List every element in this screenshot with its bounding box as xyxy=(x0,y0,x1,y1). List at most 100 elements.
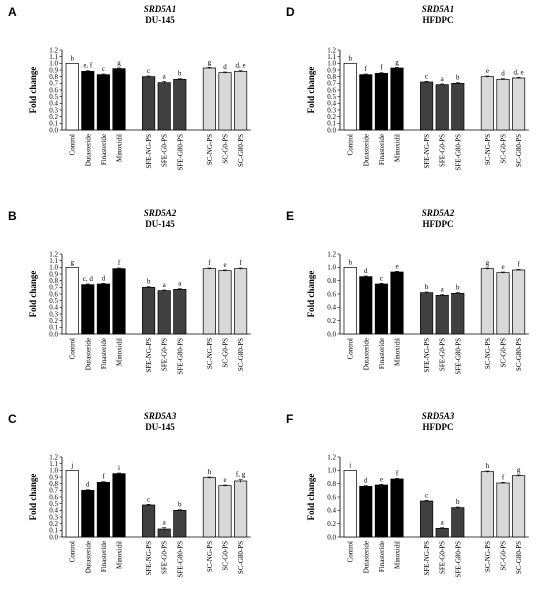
bar xyxy=(96,481,110,538)
bar xyxy=(65,266,79,335)
category-label: SFE-G0-PS xyxy=(161,541,169,574)
bar xyxy=(173,78,187,131)
bar xyxy=(390,67,404,131)
significance-label: c xyxy=(425,491,428,499)
y-tick-label: 0.5 xyxy=(49,297,58,305)
cell-line-title: DU-145 xyxy=(145,422,175,432)
category-label: Finasteride xyxy=(100,338,108,369)
category-label: SFE-G0-PS xyxy=(161,338,169,371)
gene-title: SRD5A1 xyxy=(144,4,177,14)
significance-label: h xyxy=(486,462,490,470)
category-label: SC-G80-PS xyxy=(237,541,245,574)
y-tick-label: 0.1 xyxy=(49,120,58,128)
y-tick-label: 0.2 xyxy=(327,520,336,528)
significance-label: a xyxy=(178,280,182,288)
cell-line-title: DU-145 xyxy=(145,219,175,229)
significance-label: b xyxy=(456,498,460,506)
y-tick-label: 0.0 xyxy=(327,330,336,338)
category-label: Dutasteride xyxy=(84,541,92,573)
bar xyxy=(112,68,126,131)
category-label: SFE-G80-PS xyxy=(454,134,462,171)
bar xyxy=(374,72,388,131)
significance-label: c xyxy=(102,65,105,73)
bar xyxy=(112,268,126,335)
bar xyxy=(142,286,156,335)
bar xyxy=(496,482,510,538)
category-label: Minoxidil xyxy=(116,134,124,162)
significance-label: a xyxy=(163,519,167,527)
y-tick-label: 0.6 xyxy=(327,290,336,298)
significance-label: d xyxy=(501,70,505,78)
y-tick-label: 0.4 xyxy=(49,507,58,515)
significance-label: c, d xyxy=(83,275,94,283)
category-label: Control xyxy=(69,541,77,562)
category-label: Dutasteride xyxy=(362,134,370,166)
gene-title: SRD5A3 xyxy=(422,411,455,421)
significance-label: a xyxy=(163,72,167,80)
category-label: SC-G0-PS xyxy=(500,541,508,571)
y-tick-label: 0.5 xyxy=(49,500,58,508)
y-tick-label: 0.3 xyxy=(49,310,58,318)
bar xyxy=(359,74,373,131)
category-label: SFE-G80-PS xyxy=(176,134,184,171)
significance-label: d xyxy=(102,274,106,282)
y-tick-label: 0.5 xyxy=(49,93,58,101)
category-label: SC-NG-PS xyxy=(206,338,214,369)
y-tick-label: 1.0 xyxy=(327,467,336,475)
significance-label: h xyxy=(208,468,212,476)
significance-label: b xyxy=(456,284,460,292)
bar xyxy=(81,284,95,335)
significance-label: c xyxy=(147,495,150,503)
y-tick-label: 0.6 xyxy=(327,86,336,94)
y-tick-label: 0.9 xyxy=(49,66,58,74)
y-tick-label: 0.8 xyxy=(327,73,336,81)
bar xyxy=(390,478,404,538)
bar xyxy=(218,72,232,131)
y-tick-label: 0.7 xyxy=(49,487,58,495)
bar xyxy=(234,480,248,538)
y-tick-label: 0.8 xyxy=(49,277,58,285)
bar xyxy=(234,268,248,335)
y-tick-label: 0.8 xyxy=(327,480,336,488)
significance-label: b xyxy=(178,501,182,509)
bar xyxy=(173,288,187,335)
y-tick-label: 0.4 xyxy=(49,304,58,312)
y-tick-label: 1.1 xyxy=(49,53,58,61)
bar xyxy=(202,67,216,131)
bar xyxy=(142,76,156,131)
y-tick-label: 0.1 xyxy=(49,324,58,332)
category-label: Minoxidil xyxy=(394,541,402,569)
significance-label: e xyxy=(223,476,226,484)
category-label: Minoxidil xyxy=(394,338,402,366)
significance-label: f, g xyxy=(236,471,246,479)
y-tick-label: 0.5 xyxy=(327,93,336,101)
category-label: SC-G0-PS xyxy=(500,338,508,368)
bar xyxy=(157,82,171,131)
y-tick-label: 1.0 xyxy=(49,467,58,475)
y-axis-label: Fold change xyxy=(306,67,316,114)
category-label: SC-NG-PS xyxy=(484,338,492,369)
y-tick-label: 0.6 xyxy=(49,493,58,501)
y-axis-label: Fold change xyxy=(28,271,38,318)
category-label: Minoxidil xyxy=(394,134,402,162)
category-label: SC-G80-PS xyxy=(515,134,523,167)
bar xyxy=(359,276,373,335)
y-tick-label: 1.2 xyxy=(327,46,336,54)
category-label: SC-NG-PS xyxy=(206,541,214,572)
significance-label: d xyxy=(223,63,227,71)
bar xyxy=(202,477,216,538)
category-label: SFE-G80-PS xyxy=(176,338,184,375)
significance-label: d xyxy=(364,477,368,485)
bar xyxy=(420,500,434,538)
category-label: Dutasteride xyxy=(362,541,370,573)
y-tick-label: 1.0 xyxy=(49,60,58,68)
category-label: SC-G0-PS xyxy=(222,541,230,571)
y-tick-label: 0.0 xyxy=(49,330,58,338)
cell-line-title: HFDPC xyxy=(423,422,454,432)
significance-label: b xyxy=(178,70,182,78)
significance-label: g xyxy=(208,58,212,66)
y-axis-label: Fold change xyxy=(306,271,316,318)
